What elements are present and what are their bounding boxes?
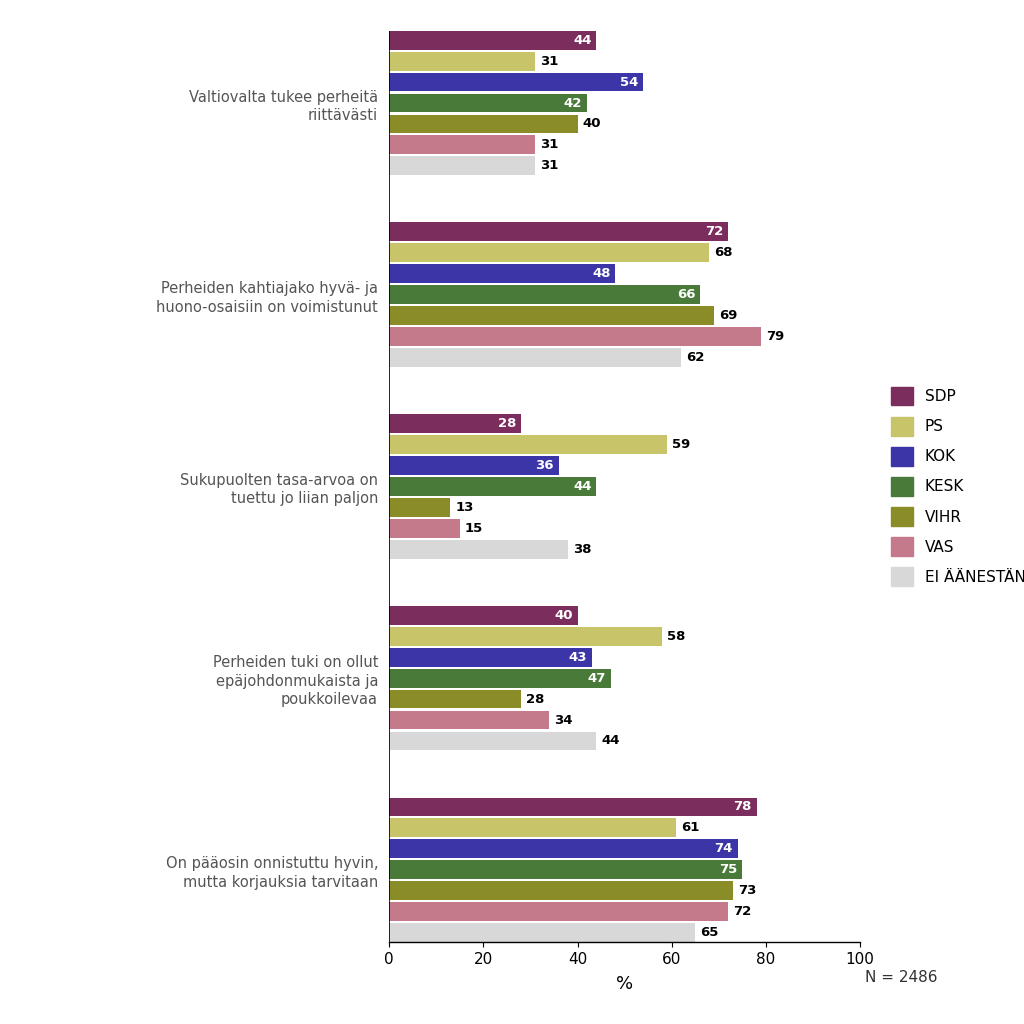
Bar	[389, 519, 460, 538]
Text: 58: 58	[667, 630, 685, 643]
Bar	[389, 860, 742, 880]
Text: 48: 48	[592, 267, 610, 281]
Bar	[389, 456, 559, 475]
Bar	[389, 711, 549, 729]
Text: 28: 28	[525, 692, 544, 706]
Text: N = 2486: N = 2486	[865, 971, 937, 985]
Bar	[389, 93, 587, 113]
Bar	[389, 222, 728, 242]
Text: 44: 44	[573, 480, 592, 493]
Text: 40: 40	[583, 118, 601, 130]
Bar	[389, 435, 667, 454]
Text: 68: 68	[714, 247, 732, 259]
Bar	[389, 348, 681, 367]
Text: 79: 79	[766, 330, 784, 343]
Text: 47: 47	[588, 672, 606, 685]
Bar	[389, 924, 695, 942]
Text: 78: 78	[733, 801, 752, 813]
Bar	[389, 286, 700, 304]
Text: 42: 42	[564, 96, 583, 110]
Bar	[389, 244, 710, 262]
Bar	[389, 157, 536, 175]
Text: 59: 59	[672, 438, 690, 451]
Bar	[389, 818, 677, 838]
Bar	[389, 414, 521, 433]
Text: 65: 65	[700, 926, 719, 939]
Text: 72: 72	[706, 225, 724, 239]
Bar	[389, 328, 761, 346]
Bar	[389, 902, 728, 922]
Legend: SDP, PS, KOK, KESK, VIHR, VAS, EI ÄÄNESTÄNYT: SDP, PS, KOK, KESK, VIHR, VAS, EI ÄÄNEST…	[891, 387, 1024, 586]
Text: 40: 40	[554, 608, 572, 622]
Bar	[389, 648, 592, 667]
Text: 61: 61	[681, 821, 699, 835]
Bar	[389, 689, 521, 709]
Bar	[389, 840, 737, 858]
Bar	[389, 477, 596, 496]
Text: 31: 31	[540, 138, 558, 152]
Text: 13: 13	[455, 501, 473, 514]
Bar	[389, 882, 733, 900]
X-axis label: %: %	[616, 975, 633, 993]
Text: 34: 34	[554, 714, 572, 726]
Bar	[389, 731, 596, 751]
Bar	[389, 51, 536, 71]
Text: 74: 74	[715, 843, 733, 855]
Bar	[389, 606, 578, 625]
Text: 44: 44	[601, 734, 620, 748]
Text: 62: 62	[686, 351, 705, 365]
Bar	[389, 498, 451, 517]
Bar	[389, 306, 714, 325]
Bar	[389, 264, 615, 284]
Text: 31: 31	[540, 54, 558, 68]
Text: 69: 69	[719, 309, 737, 323]
Text: 75: 75	[720, 863, 737, 877]
Text: 31: 31	[540, 160, 558, 172]
Bar	[389, 798, 757, 816]
Text: 54: 54	[621, 76, 639, 88]
Bar	[389, 540, 568, 559]
Bar	[389, 73, 643, 91]
Bar	[389, 669, 610, 687]
Text: 66: 66	[677, 288, 695, 301]
Text: 36: 36	[536, 459, 554, 472]
Bar	[389, 627, 663, 645]
Bar	[389, 135, 536, 155]
Text: 15: 15	[465, 522, 482, 535]
Text: 73: 73	[737, 885, 756, 897]
Bar	[389, 31, 596, 49]
Text: 43: 43	[568, 650, 587, 664]
Text: 38: 38	[572, 543, 591, 556]
Text: 72: 72	[733, 905, 752, 919]
Text: 44: 44	[573, 34, 592, 47]
Text: 28: 28	[498, 417, 516, 430]
Bar	[389, 115, 578, 133]
